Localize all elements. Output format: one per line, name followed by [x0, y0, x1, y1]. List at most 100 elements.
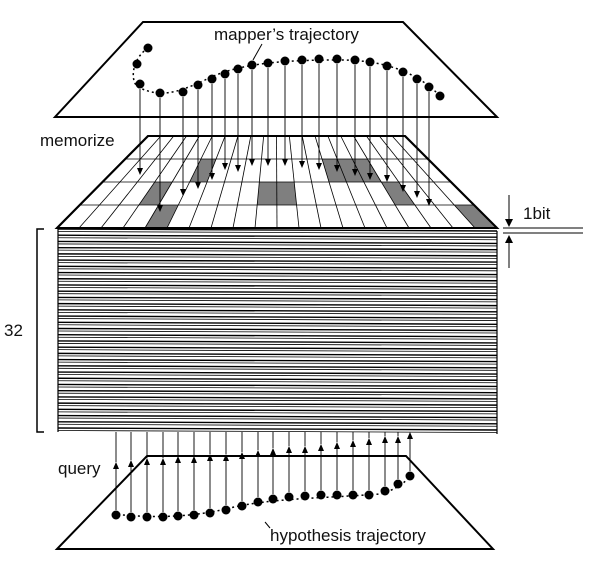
grid-cell-shaded	[145, 205, 179, 228]
memory-layer	[57, 228, 498, 232]
memory-layer-edge	[57, 255, 498, 259]
memory-layer	[57, 296, 498, 301]
memory-layer-edge	[57, 280, 498, 284]
memory-layer	[57, 240, 498, 245]
memory-layer-edge	[57, 274, 498, 278]
bit-depth-label: 1bit	[523, 204, 551, 223]
arrow-head	[316, 163, 322, 170]
arrow-head	[384, 175, 390, 182]
memory-layer-edge	[57, 299, 498, 303]
memory-layer	[57, 302, 498, 307]
memory-layer	[57, 396, 498, 400]
trajectory-dot	[143, 43, 153, 53]
memory-layer	[57, 284, 498, 288]
trajectory-dot	[364, 490, 374, 500]
query-arrows	[113, 432, 413, 512]
memory-layer-edge	[57, 336, 498, 340]
trajectory-dot	[435, 91, 445, 101]
trajectory-dot	[173, 511, 183, 521]
arrow-head	[137, 168, 143, 175]
memory-layer	[57, 253, 498, 257]
memory-layer-stack	[57, 228, 498, 434]
memory-layer	[57, 278, 498, 282]
arrow-head	[366, 438, 372, 445]
trajectory-dot	[155, 88, 165, 98]
arrow-head	[367, 173, 373, 180]
hypothesis-label-pointer	[264, 521, 271, 529]
layers-bracket	[36, 228, 44, 433]
memory-layer-edge	[57, 405, 498, 409]
arrow-head	[222, 163, 228, 170]
memory-layer-edge	[57, 386, 498, 390]
arrow-head	[207, 454, 213, 461]
arrow-head	[255, 450, 261, 457]
memory-layer	[57, 408, 498, 413]
grid-cell-shaded	[322, 159, 347, 182]
mapper-trajectory-dots	[132, 43, 445, 101]
mapper-trajectory-label: mapper’s trajectory	[214, 25, 359, 44]
arrow-head	[175, 456, 181, 463]
memory-layer	[57, 389, 498, 394]
grid-cell-shaded	[337, 159, 364, 182]
trajectory-dot	[350, 55, 360, 65]
memory-layer-edge	[57, 380, 498, 384]
memory-layer	[57, 321, 498, 325]
memory-layer-edge	[57, 423, 498, 427]
trajectory-dot	[380, 486, 390, 496]
memory-layer	[57, 402, 498, 406]
memory-layer-edge	[57, 231, 498, 234]
memory-layer-edge	[57, 268, 498, 272]
bit-depth-marker	[503, 195, 583, 268]
trajectory-dot	[142, 512, 152, 522]
memory-layer	[57, 246, 498, 251]
arrow-head	[157, 205, 163, 212]
trajectory-dot	[300, 491, 310, 501]
trajectory-dot	[398, 67, 408, 77]
trajectory-dot	[332, 490, 342, 500]
trajectory-dot	[365, 57, 375, 67]
memory-layer-edge	[57, 249, 498, 253]
arrow-head	[395, 436, 401, 443]
memory-layer-edge	[57, 243, 498, 247]
trajectory-dot	[412, 74, 422, 84]
memory-layer	[57, 340, 498, 344]
trajectory-dot	[405, 471, 415, 481]
trajectory-dot	[393, 479, 403, 489]
mapper-label-pointer	[252, 43, 263, 61]
arrow-head	[334, 165, 340, 172]
memory-layer-edge	[57, 237, 498, 241]
trajectory-dot	[220, 69, 230, 79]
memory-layer-edge	[57, 361, 498, 365]
trajectory-dot	[221, 505, 231, 515]
memory-layer	[57, 377, 498, 381]
memory-layer-edge	[57, 349, 498, 353]
trajectory-dot	[135, 79, 145, 89]
trajectory-dot	[382, 61, 392, 71]
memory-grid	[54, 135, 500, 229]
trajectory-dot	[126, 512, 136, 522]
arrow-head	[223, 454, 229, 461]
memory-layer-edge	[57, 262, 498, 265]
memory-layer-edge	[57, 330, 498, 334]
memory-layer	[57, 427, 498, 431]
memorize-label: memorize	[40, 131, 115, 150]
arrow-head	[382, 436, 388, 443]
arrow-head	[299, 161, 305, 168]
memory-layer-edge	[57, 417, 498, 421]
arrow-head	[144, 458, 150, 465]
memory-layer-edge	[57, 367, 498, 371]
hypothesis-trajectory-dots	[111, 471, 415, 522]
arrow-head	[113, 462, 119, 469]
arrow-head	[318, 444, 324, 451]
memory-layer	[57, 334, 498, 338]
arrow-head	[407, 432, 413, 439]
trajectory-dot	[237, 501, 247, 511]
memory-layer	[57, 234, 498, 238]
memory-layer-edge	[57, 355, 498, 359]
memory-layer-edge	[57, 287, 498, 290]
arrow-head	[352, 169, 358, 176]
grid-cell-shaded	[454, 205, 497, 228]
arrow-head	[426, 199, 432, 206]
memory-layer	[57, 327, 498, 332]
